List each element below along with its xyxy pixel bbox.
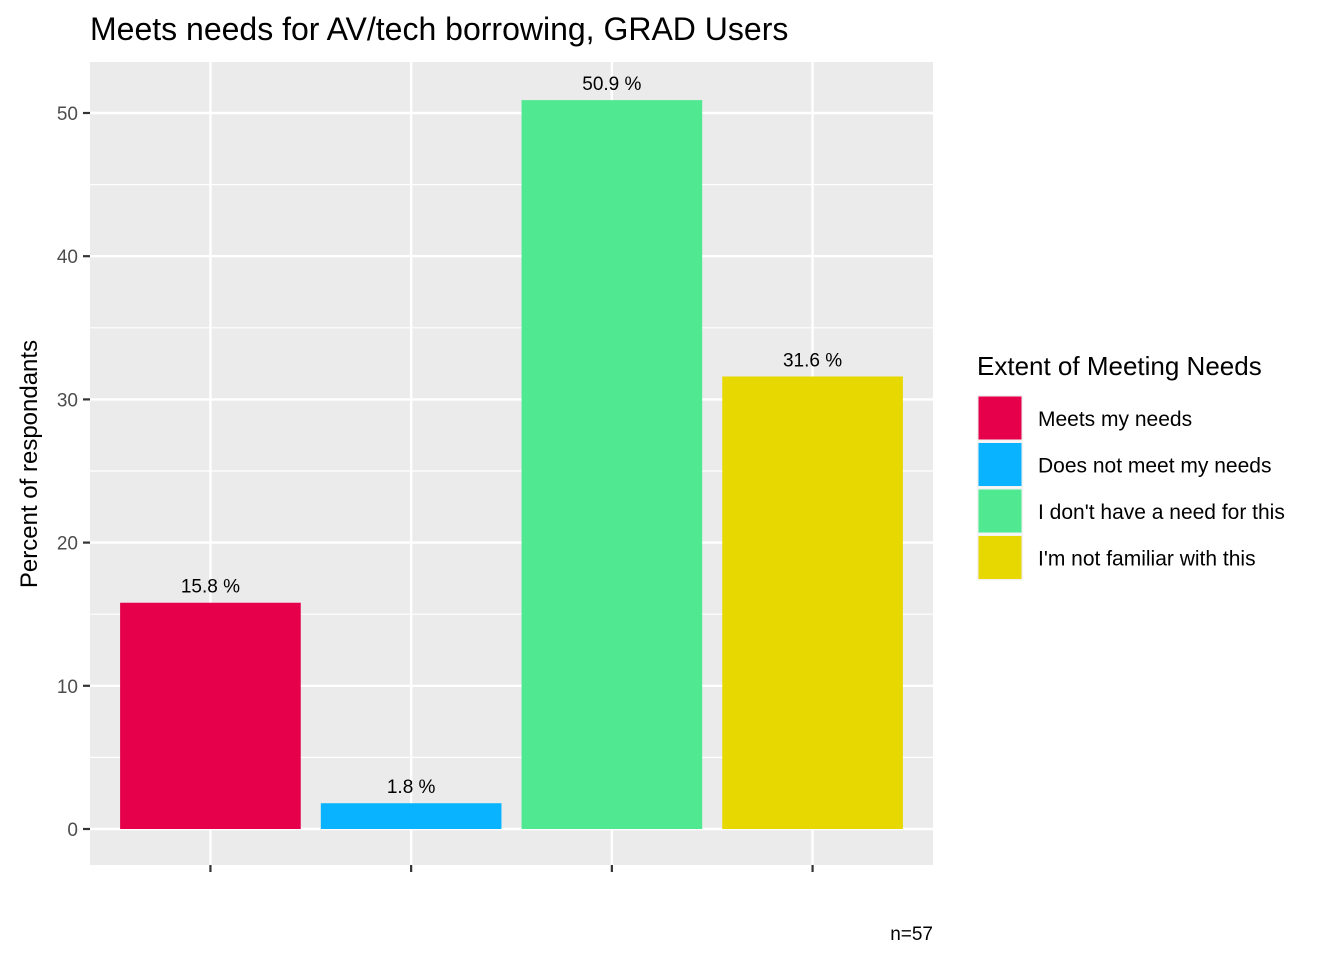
legend-label: Does not meet my needs — [1038, 455, 1271, 478]
x-axis — [209, 865, 814, 872]
legend-label: I don't have a need for this — [1038, 501, 1285, 524]
y-tick-label: 30 — [57, 390, 78, 411]
bar-value-label: 31.6 % — [783, 350, 842, 371]
legend-label: I'm not familiar with this — [1038, 548, 1256, 571]
legend-swatch — [978, 443, 1022, 486]
legend-swatch — [978, 489, 1022, 533]
bar-value-label: 1.8 % — [387, 777, 436, 798]
y-axis: 0 10 20 30 40 50 — [57, 104, 90, 841]
legend-title: Extent of Meeting Needs — [977, 351, 1262, 381]
bar-value-label: 15.8 % — [181, 577, 240, 598]
y-axis-label: Percent of respondants — [16, 340, 43, 588]
bars — [120, 100, 903, 829]
data-labels: 15.8 % 1.8 % 50.9 % 31.6 % — [181, 74, 842, 798]
y-tick-label: 10 — [57, 677, 78, 698]
sample-size-caption: n=57 — [890, 924, 933, 945]
legend: Meets my needs Does not meet my needs I do… — [977, 395, 1285, 581]
y-tick-label: 40 — [57, 247, 78, 268]
bar — [120, 602, 301, 829]
y-tick-label: 0 — [67, 820, 78, 841]
legend-swatch — [978, 396, 1022, 440]
bar — [320, 803, 502, 829]
legend-swatch — [978, 536, 1022, 579]
y-tick-label: 50 — [57, 104, 78, 125]
y-tick-label: 20 — [57, 534, 78, 555]
bar — [521, 100, 703, 829]
bar-value-label: 50.9 % — [582, 74, 641, 95]
chart-title: Meets needs for AV/tech borrowing, GRAD … — [90, 11, 788, 47]
legend-label: Meets my needs — [1038, 408, 1192, 431]
bar — [722, 376, 903, 829]
